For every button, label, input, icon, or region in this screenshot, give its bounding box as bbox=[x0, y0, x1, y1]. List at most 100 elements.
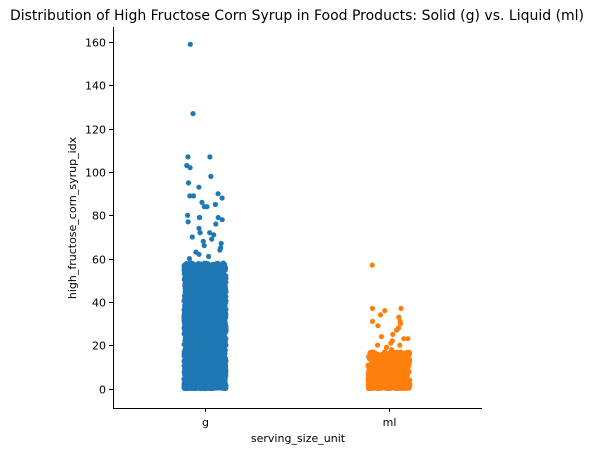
point-g bbox=[189, 276, 195, 282]
point-g bbox=[181, 359, 187, 365]
point-g bbox=[216, 374, 222, 380]
point-ml bbox=[375, 323, 381, 329]
point-g bbox=[195, 284, 201, 290]
point-ml bbox=[393, 381, 399, 388]
point-g bbox=[216, 352, 222, 358]
point-ml bbox=[405, 336, 411, 342]
point-ml bbox=[397, 355, 403, 361]
data-points bbox=[181, 41, 413, 392]
point-g bbox=[182, 285, 188, 291]
point-g bbox=[223, 314, 229, 320]
point-g bbox=[206, 335, 212, 341]
point-g bbox=[187, 193, 193, 199]
y-tick-label: 120 bbox=[85, 124, 106, 137]
point-g bbox=[196, 251, 202, 257]
point-g bbox=[210, 335, 216, 341]
point-g bbox=[212, 266, 218, 272]
point-g bbox=[185, 180, 192, 186]
point-ml bbox=[390, 368, 396, 374]
point-g bbox=[196, 225, 202, 231]
point-g bbox=[192, 385, 198, 391]
point-g bbox=[222, 356, 228, 362]
point-g bbox=[215, 214, 221, 221]
point-ml bbox=[367, 350, 373, 356]
point-g bbox=[190, 376, 196, 382]
point-ml bbox=[383, 344, 390, 350]
point-g bbox=[222, 360, 228, 367]
point-g bbox=[191, 339, 197, 345]
point-g bbox=[212, 365, 218, 371]
point-g bbox=[184, 321, 190, 327]
point-g bbox=[206, 340, 212, 346]
point-g bbox=[186, 256, 192, 262]
point-ml bbox=[369, 305, 376, 311]
point-g bbox=[184, 299, 190, 306]
point-g bbox=[181, 307, 187, 313]
point-g bbox=[211, 274, 217, 280]
point-ml bbox=[393, 361, 399, 367]
point-g bbox=[183, 364, 189, 370]
point-ml bbox=[367, 366, 374, 372]
point-ml bbox=[369, 262, 375, 268]
point-g bbox=[197, 265, 203, 271]
point-ml bbox=[389, 347, 395, 353]
point-g bbox=[207, 230, 213, 236]
point-ml bbox=[383, 364, 389, 370]
point-g bbox=[217, 247, 223, 253]
y-tick-label: 80 bbox=[92, 210, 106, 223]
point-g bbox=[219, 314, 225, 320]
point-ml bbox=[388, 340, 394, 346]
point-g bbox=[209, 383, 215, 389]
point-g bbox=[210, 310, 216, 316]
point-g bbox=[185, 154, 191, 160]
y-tick-label: 20 bbox=[92, 340, 106, 353]
point-g bbox=[219, 195, 225, 201]
point-g bbox=[185, 212, 191, 218]
point-g bbox=[197, 230, 203, 236]
point-g bbox=[194, 317, 200, 323]
point-g bbox=[192, 270, 198, 276]
y-tick-label: 140 bbox=[85, 80, 106, 93]
point-g bbox=[221, 264, 227, 270]
point-ml bbox=[376, 374, 382, 380]
point-ml bbox=[402, 365, 408, 371]
point-g bbox=[187, 41, 193, 47]
point-g bbox=[192, 357, 198, 363]
point-g bbox=[209, 359, 215, 365]
point-g bbox=[221, 296, 228, 303]
point-ml bbox=[397, 342, 403, 348]
point-ml bbox=[377, 385, 384, 391]
point-ml bbox=[383, 370, 389, 376]
point-ml bbox=[394, 349, 400, 355]
y-tick-label: 40 bbox=[92, 297, 106, 310]
point-g bbox=[202, 279, 208, 286]
point-g bbox=[214, 308, 220, 314]
point-g bbox=[199, 298, 205, 304]
point-g bbox=[206, 356, 212, 362]
point-g bbox=[206, 253, 212, 260]
point-ml bbox=[400, 360, 406, 366]
point-g bbox=[199, 294, 205, 300]
point-g bbox=[200, 322, 206, 328]
point-g bbox=[218, 325, 224, 331]
point-g bbox=[190, 111, 196, 117]
point-g bbox=[187, 305, 193, 311]
point-ml bbox=[369, 318, 376, 324]
point-g bbox=[202, 366, 208, 372]
point-g bbox=[212, 201, 218, 208]
point-g bbox=[209, 286, 215, 292]
point-g bbox=[218, 359, 224, 365]
x-tick-label: ml bbox=[383, 416, 397, 429]
point-ml bbox=[390, 331, 396, 337]
point-g bbox=[202, 275, 208, 281]
point-g bbox=[214, 317, 220, 323]
point-ml bbox=[396, 314, 402, 320]
point-g bbox=[207, 154, 213, 160]
point-ml bbox=[405, 351, 411, 357]
point-ml bbox=[377, 363, 383, 369]
point-g bbox=[192, 364, 198, 371]
point-g bbox=[190, 326, 196, 332]
point-g bbox=[203, 268, 209, 274]
point-g bbox=[205, 319, 211, 326]
point-g bbox=[200, 345, 207, 351]
